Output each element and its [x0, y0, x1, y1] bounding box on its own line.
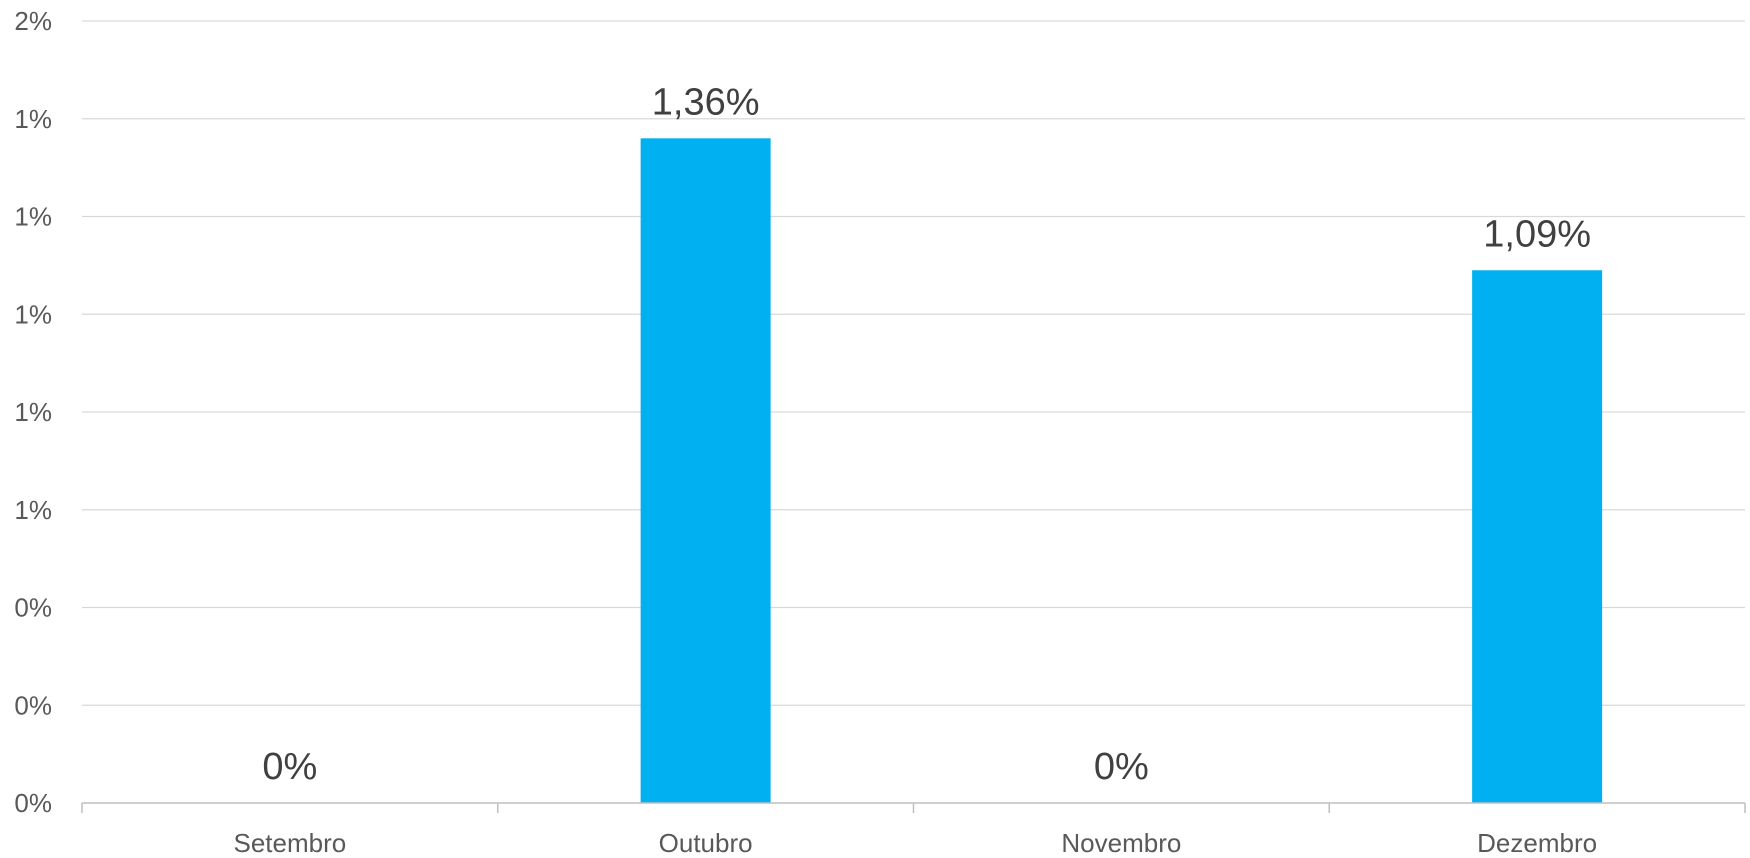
- bar-dezembro: [1472, 270, 1603, 803]
- x-category-label: Setembro: [234, 828, 347, 858]
- x-category-label: Outubro: [659, 828, 753, 858]
- y-tick-label: 0%: [14, 690, 52, 720]
- gridlines: [82, 20, 1745, 706]
- x-axis-category-labels: Setembro Outubro Novembro Dezembro: [234, 828, 1598, 858]
- data-label-setembro: 0%: [262, 746, 317, 788]
- bars: [640, 138, 1603, 804]
- y-axis-tick-labels: 0% 0% 0% 1% 1% 1% 1% 1% 2%: [14, 6, 52, 818]
- y-tick-label: 2%: [14, 6, 52, 36]
- data-labels: 0% 1,36% 0% 1,09%: [262, 81, 1591, 788]
- y-tick-label: 1%: [14, 495, 52, 525]
- x-category-label: Novembro: [1061, 828, 1181, 858]
- y-tick-label: 1%: [14, 299, 52, 329]
- data-label-novembro: 0%: [1094, 746, 1149, 788]
- x-category-label: Dezembro: [1477, 828, 1597, 858]
- y-tick-label: 1%: [14, 202, 52, 232]
- y-tick-label: 1%: [14, 397, 52, 427]
- y-tick-label: 1%: [14, 104, 52, 134]
- data-label-outubro: 1,36%: [652, 81, 760, 123]
- x-axis: [81, 802, 1746, 813]
- y-tick-label: 0%: [14, 593, 52, 623]
- y-tick-label: 0%: [14, 788, 52, 818]
- bar-outubro: [640, 138, 771, 804]
- data-label-dezembro: 1,09%: [1483, 213, 1591, 255]
